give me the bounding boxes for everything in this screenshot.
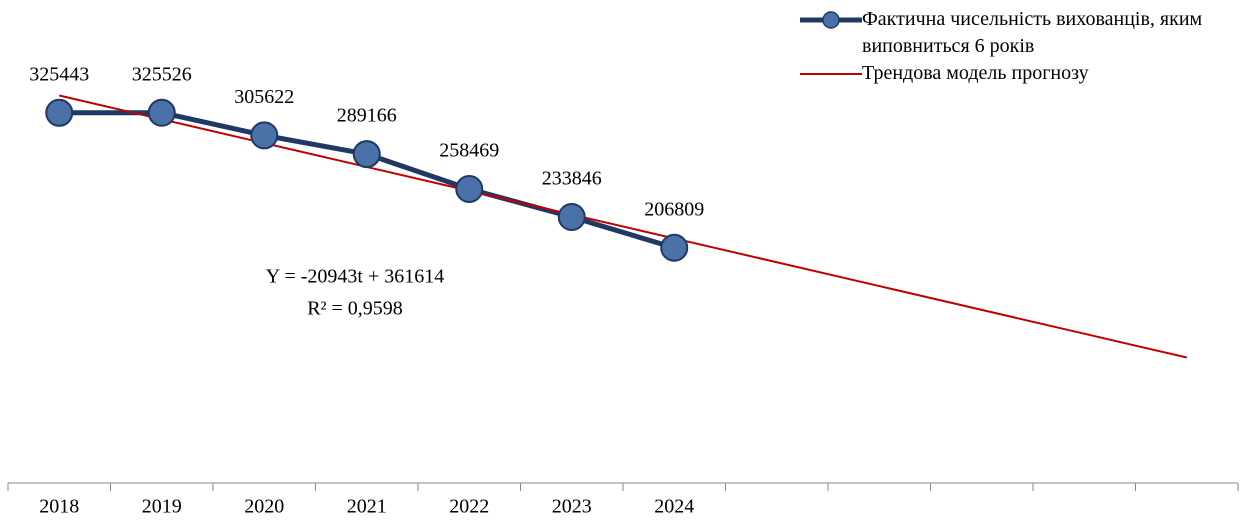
data-label: 233846 [542,168,602,190]
x-tick-label: 2019 [142,496,182,518]
x-tick-label: 2018 [39,496,79,518]
annotation: R² = 0,9598 [307,298,403,320]
data-label: 258469 [439,140,499,162]
legend-label: Фактична чисельність вихованців, яким ви… [862,8,1203,57]
x-tick-label: 2021 [347,496,387,518]
trend-line [59,94,1187,359]
marker [557,203,586,232]
marker [147,98,176,127]
data-label: 305622 [234,86,294,108]
data-label: 325526 [132,63,192,85]
x-tick-label: 2020 [244,496,284,518]
annotation: Y = -20943t + 361614 [266,266,444,288]
x-tick-label: 2022 [449,496,489,518]
legend-label: Трендова модель прогнозу [862,62,1089,84]
marker [455,174,484,203]
marker [660,233,689,262]
x-tick-label: 2024 [654,496,694,518]
legend-swatch [800,73,862,75]
legend-item: Трендова модель прогнозу [800,60,1257,87]
legend-item: Фактична чисельність вихованців, яким ви… [800,6,1257,60]
marker [45,98,74,127]
marker [250,121,279,150]
legend-swatch [800,11,862,29]
legend: Фактична чисельність вихованців, яким ви… [800,6,1257,87]
x-tick-label: 2023 [552,496,592,518]
data-label: 325443 [29,63,89,85]
marker [352,140,381,169]
data-label: 206809 [644,198,704,220]
data-label: 289166 [337,105,397,127]
legend-marker [822,11,840,29]
